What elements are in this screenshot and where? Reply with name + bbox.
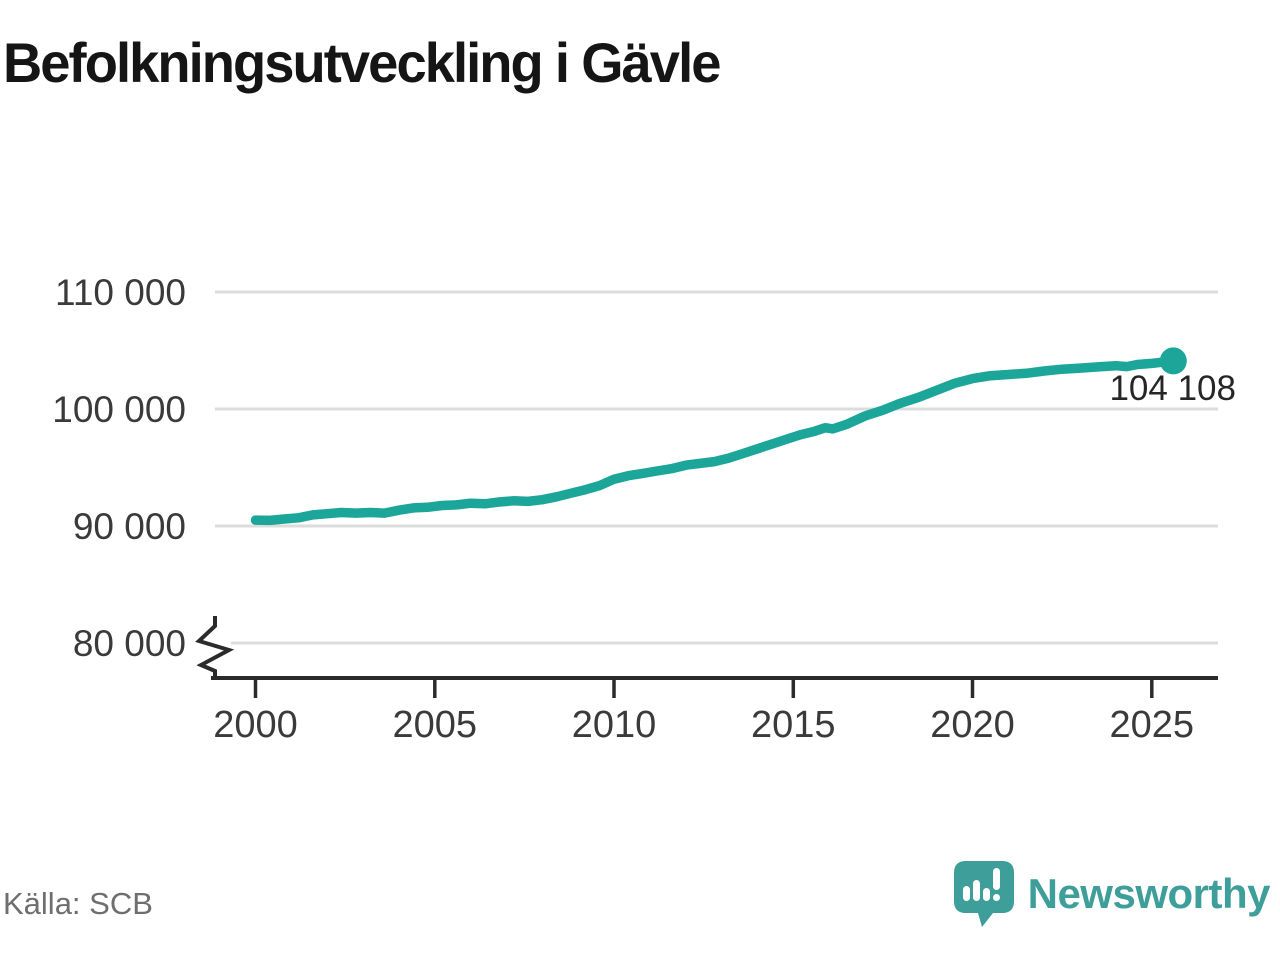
brand-name: Newsworthy [1027, 870, 1271, 917]
x-tick-label: 2025 [1110, 704, 1195, 746]
y-tick-label: 80 000 [73, 623, 186, 664]
y-axis-labels: 110 000 100 000 90 000 80 000 [52, 272, 186, 664]
line-end-dot [1159, 347, 1187, 375]
end-value-label: 104 108 [1109, 369, 1236, 408]
logo-bar-3 [982, 888, 990, 901]
x-tick-label: 2000 [213, 704, 298, 746]
y-tick-label: 90 000 [73, 506, 186, 547]
x-tick-label: 2010 [572, 704, 657, 746]
x-tick-label: 2005 [393, 704, 478, 746]
chart-title: Befolkningsutveckling i Gävle [3, 31, 721, 94]
x-tick-label: 2015 [751, 704, 836, 746]
logo-exclamation-dot [992, 894, 1000, 901]
x-axis-labels: 2000 2005 2010 2015 2020 2025 [213, 704, 1194, 746]
y-tick-label: 110 000 [55, 272, 186, 313]
logo-bar-2 [972, 880, 980, 901]
y-axis-break-zigzag [195, 616, 235, 678]
x-axis-ticks [253, 678, 1154, 698]
logo-bar-1 [962, 886, 970, 901]
population-line [250, 356, 1179, 526]
x-tick-label: 2020 [930, 704, 1015, 746]
brand-footer: Newsworthy [952, 858, 1271, 930]
gridlines [215, 290, 1218, 645]
y-tick-label: 100 000 [52, 389, 186, 430]
newsworthy-speech-bubble-bar-chart-icon [953, 861, 1014, 927]
axes [195, 616, 1218, 698]
source-note: Källa: SCB [3, 886, 153, 921]
logo-exclamation-bar [992, 868, 1000, 890]
